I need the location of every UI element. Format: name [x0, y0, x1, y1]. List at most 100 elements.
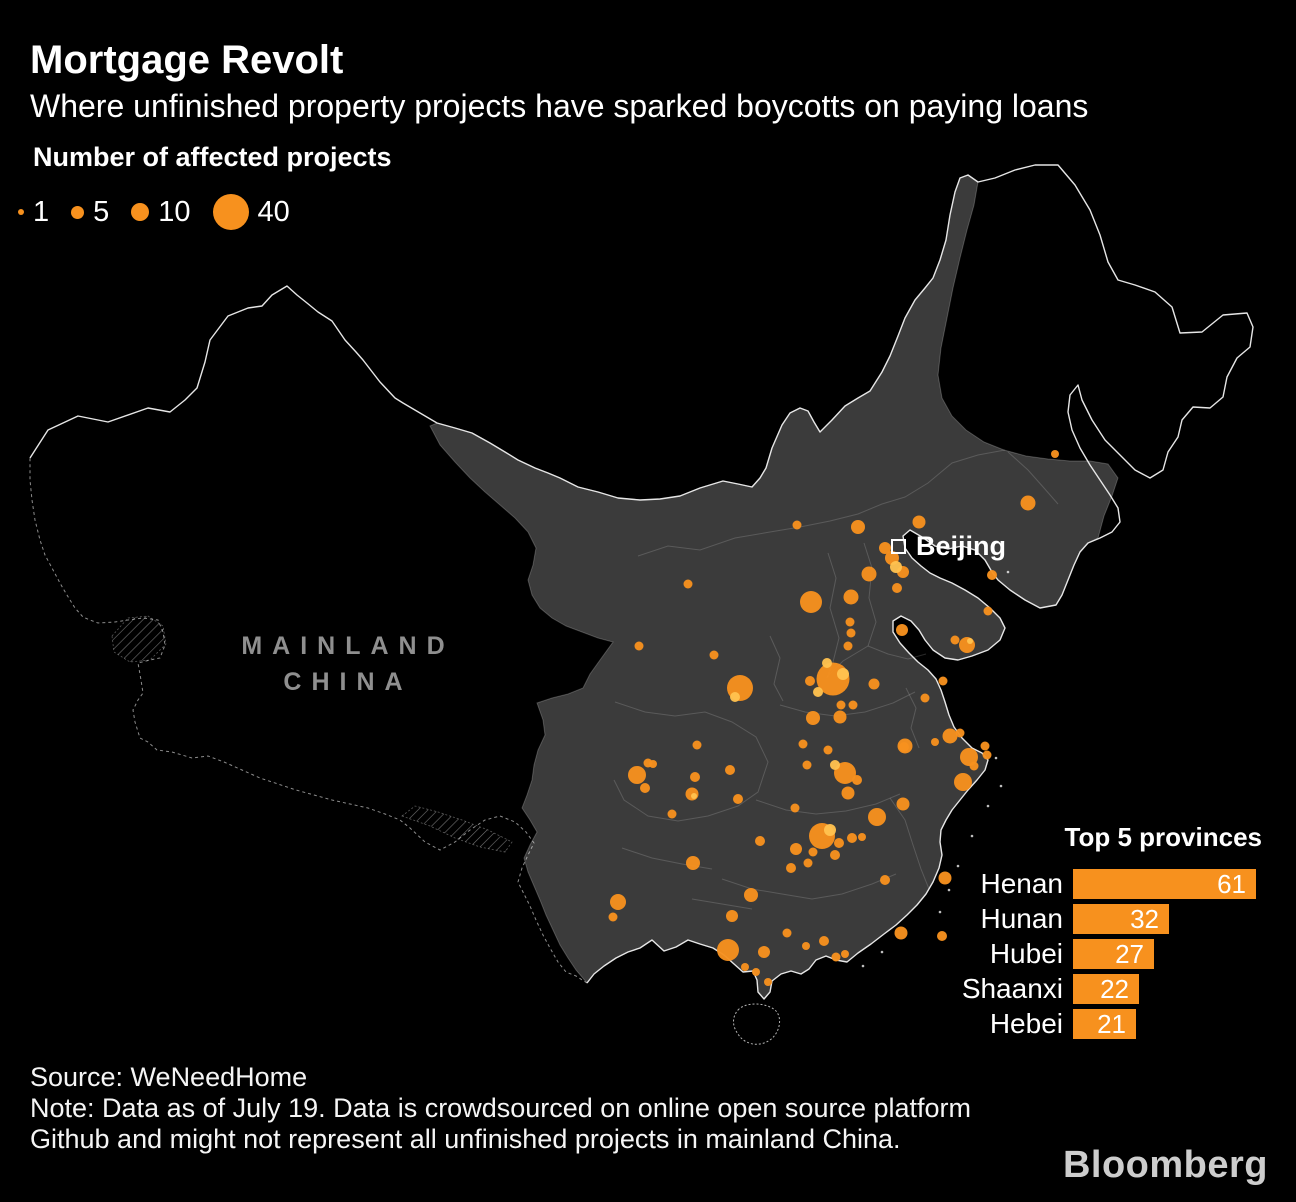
map-bubble	[792, 520, 802, 530]
bar-row-label: Shaanxi	[961, 973, 1063, 1004]
map-bubble	[686, 856, 700, 870]
map-bubble	[982, 750, 992, 760]
map-bubble	[725, 765, 735, 775]
map-bubble	[830, 760, 840, 770]
top5-chart: Top 5 provinces Henan 61 Hunan 32 Hubei 27 Sha…	[873, 822, 1273, 1044]
map-bubble	[899, 742, 909, 752]
map-bubble	[808, 847, 818, 857]
map-bubble	[880, 875, 890, 885]
legend-circle	[212, 194, 249, 230]
map-bubble	[764, 978, 772, 986]
china-border-dashed	[29, 458, 588, 984]
map-bubble	[692, 740, 702, 750]
map-bubble	[823, 745, 833, 755]
legend-label: 1	[33, 195, 50, 228]
region-label-line1: MAINLAND	[241, 632, 455, 660]
map-bubble	[790, 843, 802, 855]
bar-value: 22	[1100, 973, 1129, 1004]
bar: 61	[1073, 869, 1256, 899]
bar-value: 32	[1130, 903, 1159, 934]
map-bubble	[841, 786, 855, 800]
bar: 21	[1073, 1009, 1136, 1039]
map-bubble	[834, 838, 844, 848]
map-bubble	[836, 700, 846, 710]
map-bubble	[798, 739, 808, 749]
map-bubble	[805, 676, 815, 686]
bar-row: Hunan 32	[873, 903, 1273, 934]
map-bubble	[726, 910, 738, 922]
map-bubble	[959, 637, 975, 653]
map-bubble	[912, 515, 926, 529]
bar: 22	[1073, 974, 1139, 1004]
map-bubble	[983, 606, 993, 616]
region-label: MAINLAND CHINA	[226, 628, 470, 700]
map-bubble	[892, 583, 902, 593]
map-bubble	[960, 748, 978, 766]
map-bubble	[1020, 495, 1036, 511]
map-bubble	[813, 687, 823, 697]
top5-title: Top 5 provinces	[1064, 822, 1262, 852]
map-bubble	[955, 728, 965, 738]
top5-rows: Henan 61 Hunan 32 Hubei 27 Shaanxi 22 Hebei 21	[873, 868, 1273, 1039]
map-bubble	[610, 894, 626, 910]
footer-notes: Source: WeNeedHome Note: Data as of July…	[30, 1062, 1040, 1155]
map-bubble	[894, 926, 908, 940]
map-bubble	[843, 589, 859, 605]
map-bubble	[831, 952, 841, 962]
bar-row: Hubei 27	[873, 938, 1273, 969]
map-bubble	[803, 858, 813, 868]
map-bubble	[920, 693, 930, 703]
map-bubble	[1051, 450, 1059, 458]
map-bubble	[987, 570, 997, 580]
map-bubble	[741, 963, 749, 971]
legend-label: 5	[93, 195, 110, 228]
map-bubble	[843, 641, 853, 651]
bar: 32	[1073, 904, 1169, 934]
legend-item: 1	[18, 196, 49, 229]
bar-row-label: Hebei	[989, 1008, 1063, 1039]
map-bubble	[802, 760, 812, 770]
bubble-layer	[608, 450, 1059, 986]
island-dots	[861, 570, 1010, 968]
map-bubble	[800, 591, 822, 613]
map-bubble	[667, 809, 677, 819]
bar-row-label: Hubei	[989, 938, 1063, 969]
map-bubble	[752, 968, 760, 976]
map-bubble	[896, 797, 910, 811]
map-bubble	[861, 566, 877, 582]
map-bubble	[938, 676, 948, 686]
bar: 27	[1073, 939, 1154, 969]
map-bubble	[950, 635, 960, 645]
map-bubble	[824, 824, 836, 836]
legend-item: 5	[71, 196, 109, 229]
bar-row-label: Hunan	[980, 903, 1063, 934]
legend-circle	[131, 203, 150, 221]
map-bubble	[802, 942, 810, 950]
map-bubble	[833, 710, 847, 724]
map-bubble	[896, 624, 908, 636]
region-label-line2: CHINA	[283, 668, 413, 696]
bar-value: 61	[1217, 868, 1246, 899]
map-bubble	[938, 871, 952, 885]
beijing-label: Beijing	[916, 531, 1007, 561]
map-bubble	[806, 711, 820, 725]
map-bubble	[868, 808, 886, 826]
hainan-island	[733, 1003, 781, 1045]
map-bubble	[858, 833, 866, 841]
map-bubble	[846, 628, 856, 638]
map-bubble	[709, 650, 719, 660]
map-bubble	[733, 794, 743, 804]
map-bubble	[845, 617, 855, 627]
legend-item: 10	[131, 196, 191, 229]
map-bubble	[608, 912, 618, 922]
map-bubble	[717, 939, 739, 961]
map-bubble	[851, 520, 865, 534]
map-bubble	[931, 738, 939, 746]
map-bubble	[937, 931, 947, 941]
bar-row: Henan 61	[873, 868, 1273, 899]
map-bubble	[786, 863, 796, 873]
map-bubble	[980, 741, 990, 751]
map-bubble	[954, 773, 972, 791]
